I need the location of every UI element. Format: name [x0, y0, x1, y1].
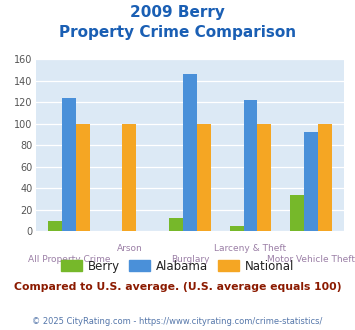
Bar — [244, 100, 257, 231]
Text: Burglary: Burglary — [171, 255, 209, 264]
Text: Larceny & Theft: Larceny & Theft — [214, 244, 286, 253]
Bar — [183, 74, 197, 231]
Text: All Property Crime: All Property Crime — [28, 255, 110, 264]
Bar — [318, 124, 332, 231]
Text: Property Crime Comparison: Property Crime Comparison — [59, 25, 296, 40]
Bar — [230, 226, 244, 231]
Bar — [197, 124, 211, 231]
Text: Compared to U.S. average. (U.S. average equals 100): Compared to U.S. average. (U.S. average … — [14, 282, 341, 292]
Bar — [62, 98, 76, 231]
Text: © 2025 CityRating.com - https://www.cityrating.com/crime-statistics/: © 2025 CityRating.com - https://www.city… — [32, 317, 323, 326]
Bar — [122, 124, 136, 231]
Bar — [304, 132, 318, 231]
Legend: Berry, Alabama, National: Berry, Alabama, National — [56, 255, 299, 278]
Bar — [76, 124, 90, 231]
Bar — [48, 221, 62, 231]
Bar — [169, 218, 183, 231]
Text: 2009 Berry: 2009 Berry — [130, 5, 225, 20]
Bar — [257, 124, 271, 231]
Text: Motor Vehicle Theft: Motor Vehicle Theft — [267, 255, 355, 264]
Bar — [290, 194, 304, 231]
Text: Arson: Arson — [116, 244, 142, 253]
